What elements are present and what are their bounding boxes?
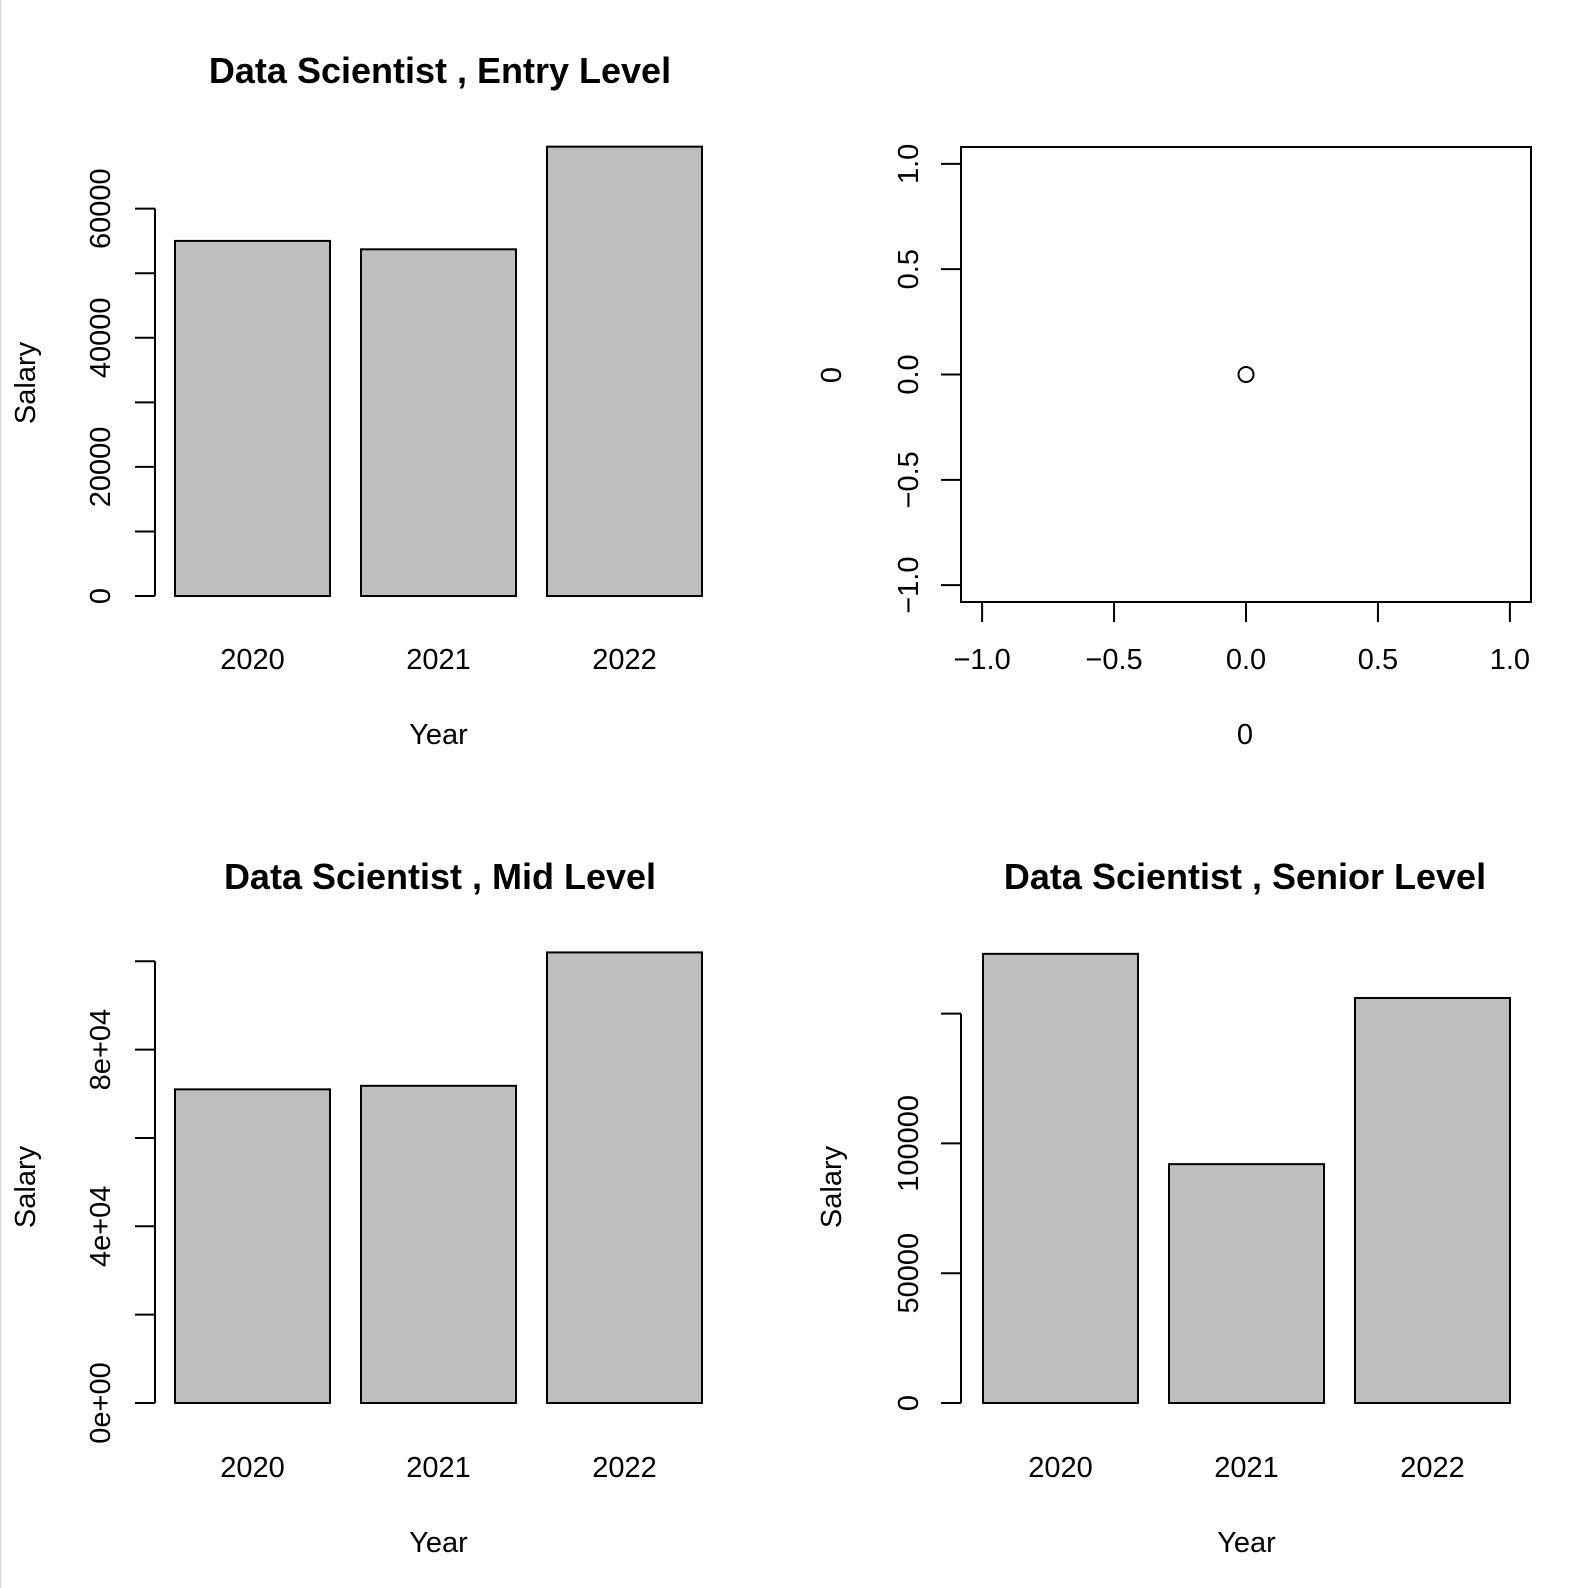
x-tick-label: 2022 — [1400, 1452, 1465, 1484]
x-tick-label: 2022 — [592, 644, 657, 676]
bar — [1168, 1163, 1325, 1405]
y-tick-label: 50000 — [893, 1233, 925, 1314]
chart-title: Data Scientist , Entry Level — [209, 50, 671, 91]
bar — [360, 1084, 517, 1404]
x-tick-label: 2020 — [220, 644, 285, 676]
entry-level-panel: Data Scientist , Entry Level 2020 2021 2022… — [10, 50, 703, 751]
y-tick-label: 0e+00 — [85, 1362, 117, 1443]
y-tick-label: 100000 — [893, 1095, 925, 1192]
x-tick-label: 0.5 — [1358, 644, 1398, 676]
y-tick-label: 0.0 — [893, 354, 925, 394]
data-point — [1237, 366, 1255, 383]
y-tick-label: 8e+04 — [85, 1009, 117, 1090]
placeholder-scatter-panel: −1.0 −0.5 0.0 0.5 1.0 −1.0 −0.5 0.0 0.5 1.0 0 0 — [816, 144, 1532, 751]
x-tick-label: 2020 — [220, 1452, 285, 1484]
x-tick-label: 2021 — [406, 644, 471, 676]
x-tick-label: 2022 — [592, 1452, 657, 1484]
x-axis-label: Year — [1217, 1527, 1276, 1559]
y-tick-label: 0 — [893, 1395, 925, 1411]
bar — [360, 248, 517, 597]
y-axis-label: Salary — [10, 341, 42, 424]
y-axis-label: Salary — [816, 1145, 848, 1228]
x-tick-label: 2021 — [1214, 1452, 1279, 1484]
x-tick-label: 2020 — [1028, 1452, 1093, 1484]
x-axis-label: Year — [409, 719, 468, 751]
y-tick-label: −1.0 — [893, 557, 925, 614]
x-axis-label: Year — [409, 1527, 468, 1559]
y-tick-label: 20000 — [85, 427, 117, 508]
bar — [546, 145, 703, 597]
y-tick-label: 0.5 — [893, 249, 925, 289]
y-tick-label: 1.0 — [893, 144, 925, 184]
y-tick-label: 60000 — [85, 168, 117, 249]
x-tick-label: 0.0 — [1226, 644, 1266, 676]
bar — [546, 951, 703, 1404]
bar — [174, 1088, 331, 1405]
bar — [174, 239, 331, 597]
x-tick-label: 1.0 — [1490, 644, 1530, 676]
mid-level-panel: Data Scientist , Mid Level 2020 2021 2022 0e… — [10, 856, 703, 1559]
y-axis-label: 0 — [816, 367, 848, 383]
x-tick-label: 2021 — [406, 1452, 471, 1484]
bar — [982, 952, 1139, 1405]
bar — [1354, 996, 1511, 1404]
senior-level-panel: Data Scientist , Senior Level 2020 2021 202… — [816, 856, 1511, 1559]
y-tick-label: 0 — [85, 588, 117, 604]
y-tick-label: 40000 — [85, 297, 117, 378]
y-tick-label: −0.5 — [893, 451, 925, 508]
x-tick-label: −1.0 — [953, 644, 1010, 676]
chart-title: Data Scientist , Mid Level — [224, 856, 656, 897]
y-axis-label: Salary — [10, 1145, 42, 1228]
y-tick-label: 4e+04 — [85, 1186, 117, 1267]
chart-title: Data Scientist , Senior Level — [1004, 856, 1486, 897]
x-tick-label: −0.5 — [1085, 644, 1142, 676]
x-axis-label: 0 — [1237, 719, 1253, 751]
